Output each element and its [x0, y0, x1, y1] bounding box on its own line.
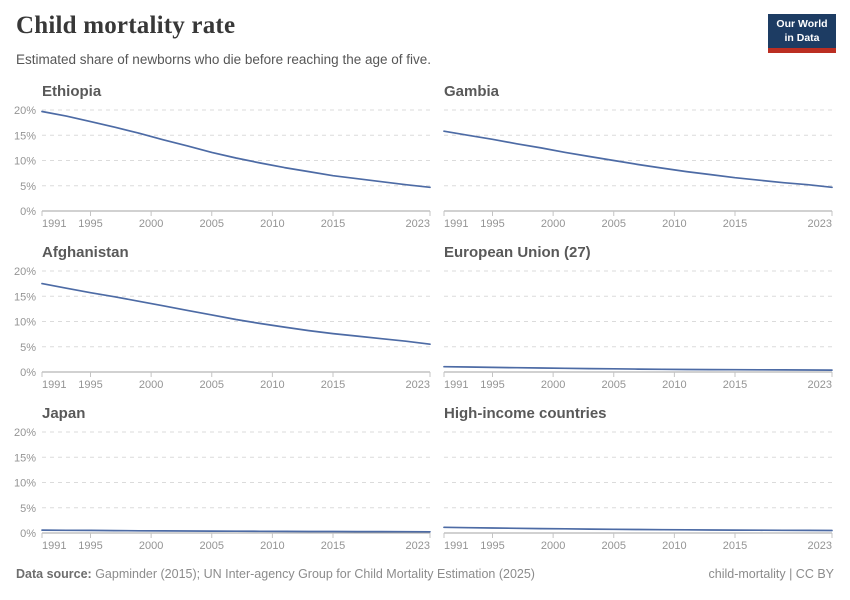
svg-text:2005: 2005: [200, 218, 224, 230]
svg-text:0%: 0%: [20, 528, 36, 540]
svg-text:2023: 2023: [808, 540, 832, 552]
svg-text:20%: 20%: [14, 105, 36, 117]
svg-text:2000: 2000: [541, 540, 565, 552]
svg-text:1991: 1991: [42, 540, 66, 552]
chart-panel-ethiopia: Ethiopia 0% 5% 10% 15% 20% 1991 1995 2000 2005 201…: [14, 83, 431, 230]
chart-panel-gambia: Gambia 1991 1995 2000 2005 2010 2015 2023: [443, 83, 833, 230]
svg-text:20%: 20%: [14, 266, 36, 278]
svg-text:2000: 2000: [139, 540, 163, 552]
svg-text:Ethiopia: Ethiopia: [42, 83, 102, 100]
svg-text:1995: 1995: [480, 379, 504, 391]
svg-text:2005: 2005: [602, 379, 626, 391]
svg-text:2010: 2010: [260, 379, 284, 391]
svg-text:Japan: Japan: [42, 405, 85, 422]
svg-text:15%: 15%: [14, 291, 36, 303]
svg-text:2010: 2010: [662, 218, 686, 230]
svg-text:2015: 2015: [723, 218, 747, 230]
svg-text:15%: 15%: [14, 130, 36, 142]
svg-text:10%: 10%: [14, 317, 36, 329]
svg-text:1995: 1995: [78, 379, 102, 391]
svg-text:2015: 2015: [321, 540, 345, 552]
svg-text:10%: 10%: [14, 478, 36, 490]
svg-text:2005: 2005: [602, 540, 626, 552]
chart-panel-european-union: European Union (27) 1991 1995 2000 2005 2010 2…: [443, 244, 833, 391]
chart-footer: Data source: Gapminder (2015); UN Inter-…: [16, 567, 834, 581]
svg-text:1995: 1995: [480, 540, 504, 552]
owid-logo-line2: in Data: [784, 31, 820, 44]
svg-text:European Union (27): European Union (27): [444, 244, 591, 261]
svg-text:2023: 2023: [406, 218, 430, 230]
svg-text:2023: 2023: [406, 540, 430, 552]
svg-text:1991: 1991: [42, 218, 66, 230]
svg-text:1991: 1991: [444, 540, 468, 552]
svg-text:2023: 2023: [808, 218, 832, 230]
svg-text:Afghanistan: Afghanistan: [42, 244, 129, 261]
svg-text:1991: 1991: [444, 379, 468, 391]
svg-text:2015: 2015: [321, 379, 345, 391]
data-source-text: Gapminder (2015); UN Inter-agency Group …: [91, 567, 535, 581]
svg-text:2023: 2023: [808, 379, 832, 391]
data-source-label: Data source:: [16, 567, 92, 581]
svg-text:2023: 2023: [406, 379, 430, 391]
svg-text:High-income countries: High-income countries: [444, 405, 607, 422]
license-note: child-mortality | CC BY: [708, 567, 835, 581]
svg-text:2000: 2000: [139, 218, 163, 230]
svg-text:2010: 2010: [260, 540, 284, 552]
svg-text:2015: 2015: [723, 379, 747, 391]
svg-text:1995: 1995: [78, 218, 102, 230]
svg-text:1995: 1995: [78, 540, 102, 552]
svg-text:0%: 0%: [20, 206, 36, 218]
page-subtitle: Estimated share of newborns who die befo…: [16, 52, 431, 67]
svg-text:5%: 5%: [20, 181, 36, 193]
svg-text:1991: 1991: [444, 218, 468, 230]
owid-logo: Our World in Data: [768, 14, 836, 54]
svg-text:1995: 1995: [480, 218, 504, 230]
svg-text:1991: 1991: [42, 379, 66, 391]
svg-text:2015: 2015: [321, 218, 345, 230]
svg-text:2010: 2010: [260, 218, 284, 230]
svg-text:10%: 10%: [14, 156, 36, 168]
svg-text:2010: 2010: [662, 379, 686, 391]
svg-text:5%: 5%: [20, 342, 36, 354]
chart-panel-japan: Japan 0% 5% 10% 15% 20% 1991 1995 2000 2005 2010 20…: [14, 405, 431, 552]
svg-text:2000: 2000: [139, 379, 163, 391]
svg-text:2005: 2005: [602, 218, 626, 230]
svg-text:0%: 0%: [20, 367, 36, 379]
svg-text:15%: 15%: [14, 452, 36, 464]
chart-panel-afghanistan: Afghanistan 0% 5% 10% 15% 20% 1991 1995 2000 2005…: [14, 244, 431, 391]
chart-panel-high-income-countries: High-income countries 1991 1995 2000 2005 201…: [443, 405, 833, 552]
owid-logo-line1: Our World: [776, 18, 828, 30]
svg-text:2000: 2000: [541, 379, 565, 391]
svg-text:2005: 2005: [200, 540, 224, 552]
svg-text:5%: 5%: [20, 503, 36, 515]
svg-text:2000: 2000: [541, 218, 565, 230]
svg-text:2010: 2010: [662, 540, 686, 552]
page-title: Child mortality rate: [16, 12, 236, 39]
svg-text:Gambia: Gambia: [444, 83, 500, 100]
svg-text:2015: 2015: [723, 540, 747, 552]
svg-text:2005: 2005: [200, 379, 224, 391]
svg-text:20%: 20%: [14, 427, 36, 439]
data-source-note: Data source: Gapminder (2015); UN Inter-…: [16, 567, 535, 581]
